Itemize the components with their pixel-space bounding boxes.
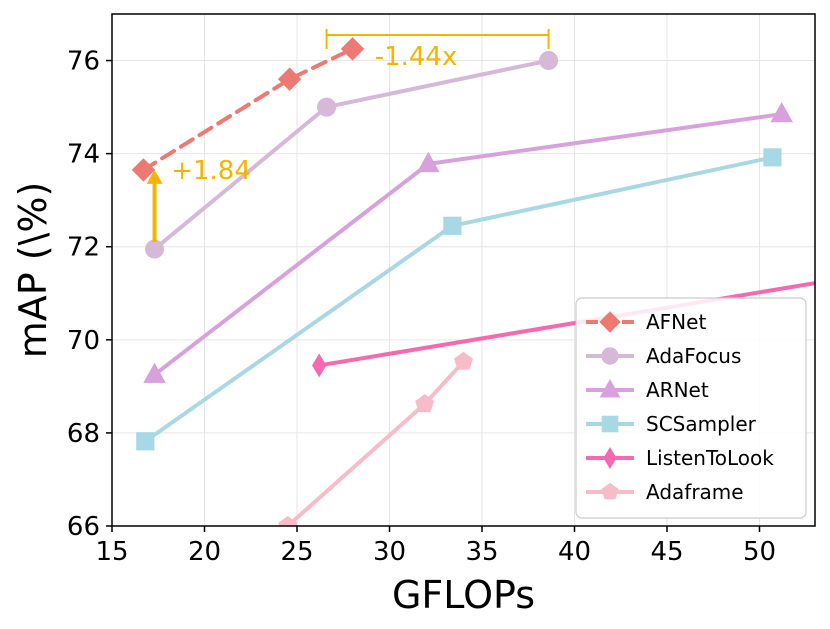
gain-annotation: +1.84 [171,156,251,186]
series-line [285,359,466,526]
x-tick-label: 30 [373,537,406,567]
legend-item-arnet: ARNet [586,378,709,402]
efficiency-annotation: -1.44x [375,42,458,72]
legend-label: ARNet [646,378,709,402]
y-axis-title: mAP (\%) [11,182,55,359]
legend-item-adaframe: Adaframe [586,480,744,504]
series-afnet [131,37,365,182]
data-point [770,102,794,123]
data-point [454,351,473,370]
series-layer [131,37,815,526]
data-point [415,394,435,413]
grid [111,14,815,527]
legend: AFNet AdaFocus ARNet SCSampler ListenToLook A… [575,297,807,519]
y-tick-label: 74 [67,140,100,170]
data-point [277,67,302,91]
legend-label: AdaFocus [646,344,741,368]
legend-item-adafocus: AdaFocus [586,344,741,368]
x-tick-label: 45 [650,537,683,567]
series-line [141,46,355,172]
series-adaframe [278,351,473,526]
legend-box [575,297,807,519]
legend-item-scsampler: SCSampler [586,412,757,436]
legend-marker [601,347,619,365]
x-tick-label: 35 [465,537,498,567]
data-point [417,151,440,173]
legend-item-afnet: AFNet [586,310,706,334]
legend-label: Adaframe [646,480,744,504]
gain-arrow-head [146,169,163,184]
data-point [131,158,156,182]
x-tick-label: 20 [188,537,221,567]
x-tick-label: 25 [280,537,313,567]
series-arnet [143,102,794,383]
data-point [443,216,462,235]
legend-marker [599,311,621,333]
data-point [143,362,166,383]
plot-frame [111,13,816,527]
data-point [136,432,155,451]
legend-marker [601,482,619,500]
legend-marker [603,447,617,469]
series-adafocus [145,51,559,259]
legend-marker [601,415,619,433]
legend-label: SCSampler [646,412,757,436]
x-tick-label: 15 [95,537,128,567]
x-tick-label: 50 [743,537,776,567]
y-tick-label: 72 [67,233,100,263]
axes: 15 20 25 30 35 40 45 50 66 68 70 72 74 76 GFLOPs mAP (\… [11,47,776,617]
legend-item-listentolook: ListenToLook [586,446,774,470]
y-tick-label: 70 [67,326,100,356]
y-tick-label: 66 [67,512,100,542]
x-tick-label: 40 [558,537,591,567]
data-point [278,516,298,526]
y-tick-label: 68 [67,419,100,449]
data-point [539,51,559,71]
data-point [145,239,165,259]
legend-marker [599,378,621,398]
data-point [340,37,365,61]
annotations: +1.84 -1.44x [146,28,550,243]
legend-label: AFNet [646,310,706,334]
data-point [317,97,337,117]
series-scsampler [136,148,782,451]
data-point [763,148,782,167]
y-tick-label: 76 [67,47,100,77]
data-point [312,353,327,378]
legend-label: ListenToLook [646,446,774,470]
x-axis-title: GFLOPs [392,573,535,617]
